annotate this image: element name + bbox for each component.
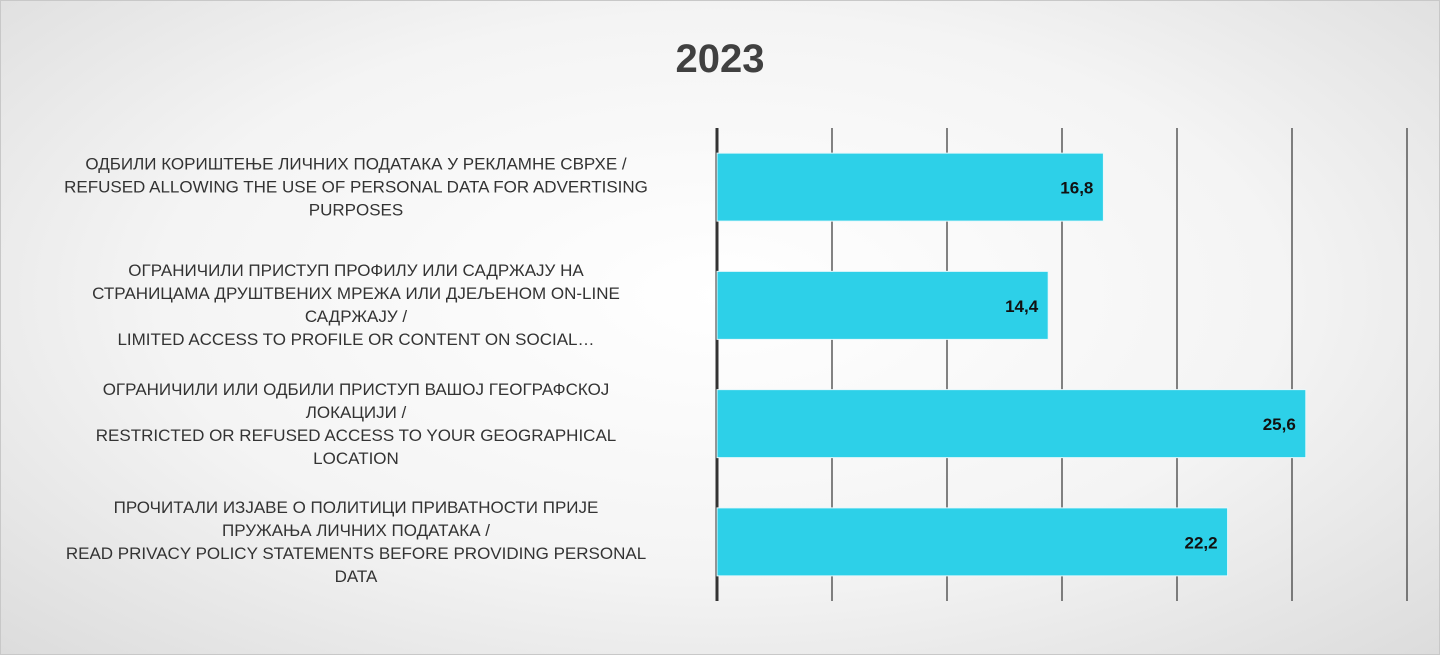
bar — [716, 152, 1104, 222]
bar — [716, 389, 1307, 459]
bar — [716, 270, 1049, 340]
category-label: ОГРАНИЧИЛИ ИЛИ ОДБИЛИ ПРИСТУП ВАШОЈ ГЕОГ… — [95, 379, 617, 468]
value-label: 14,4 — [1005, 297, 1039, 316]
value-label: 25,6 — [1263, 415, 1296, 434]
bar — [716, 507, 1229, 577]
value-label: 16,8 — [1060, 179, 1093, 198]
value-label: 22,2 — [1185, 533, 1218, 552]
category-label: ОДБИЛИ КОРИШТЕЊЕ ЛИЧНИХ ПОДАТАКА У РЕКЛА… — [64, 154, 648, 220]
chart-title: 2023 — [675, 37, 765, 81]
category-label: ОГРАНИЧИЛИ ПРИСТУП ПРОФИЛУ ИЛИ САДРЖАЈУ … — [92, 261, 620, 350]
category-label: ПРОЧИТАЛИ ИЗЈАВЕ О ПОЛИТИЦИ ПРИВАТНОСТИ … — [65, 497, 647, 586]
